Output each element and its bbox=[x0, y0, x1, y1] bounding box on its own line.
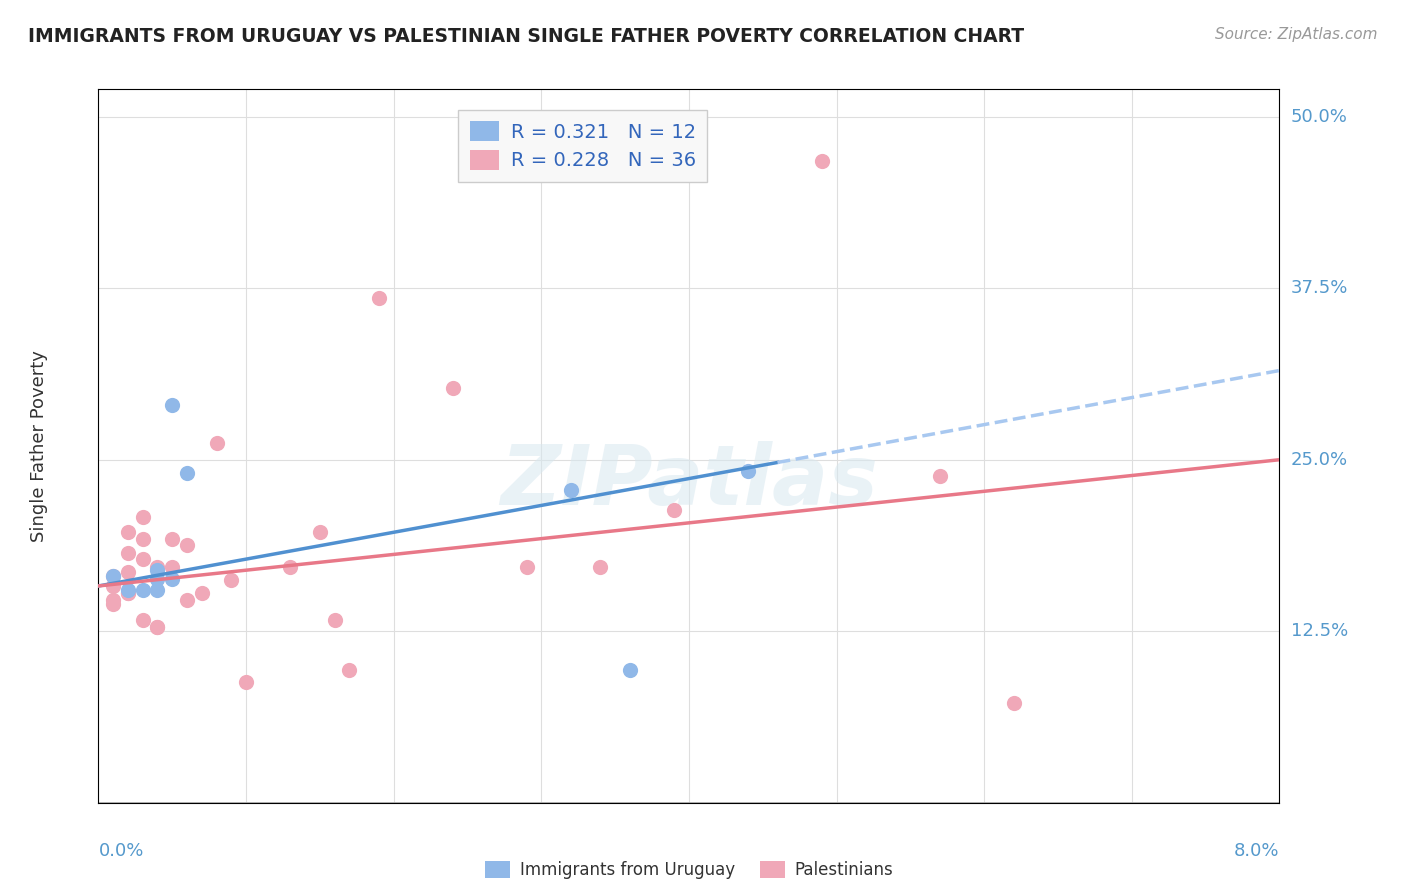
Point bbox=[132, 583, 155, 598]
Legend: Immigrants from Uruguay, Palestinians: Immigrants from Uruguay, Palestinians bbox=[478, 854, 900, 886]
Point bbox=[928, 469, 950, 483]
Point bbox=[619, 663, 641, 677]
Point bbox=[308, 525, 332, 540]
Point bbox=[235, 675, 257, 690]
Text: 50.0%: 50.0% bbox=[1291, 108, 1347, 126]
Point bbox=[1002, 696, 1025, 710]
Point bbox=[146, 562, 169, 576]
Point bbox=[323, 613, 346, 627]
Point bbox=[132, 551, 155, 566]
Point bbox=[441, 381, 464, 395]
Point bbox=[560, 483, 582, 497]
Point bbox=[132, 533, 155, 547]
Point bbox=[146, 620, 169, 634]
Point bbox=[117, 525, 139, 540]
Text: 25.0%: 25.0% bbox=[1291, 450, 1348, 468]
Point bbox=[162, 572, 183, 586]
Point bbox=[146, 583, 169, 598]
Point bbox=[191, 586, 214, 600]
Text: Single Father Poverty: Single Father Poverty bbox=[31, 350, 48, 542]
Point bbox=[103, 597, 124, 611]
Point bbox=[176, 538, 198, 552]
Point bbox=[103, 579, 124, 593]
Point bbox=[146, 559, 169, 574]
Point bbox=[117, 586, 139, 600]
Point bbox=[117, 583, 139, 598]
Point bbox=[367, 291, 389, 305]
Text: Source: ZipAtlas.com: Source: ZipAtlas.com bbox=[1215, 27, 1378, 42]
Text: 12.5%: 12.5% bbox=[1291, 623, 1348, 640]
Point bbox=[176, 592, 198, 607]
Point bbox=[205, 436, 228, 450]
Point bbox=[810, 153, 832, 168]
Point bbox=[176, 467, 198, 481]
Text: 8.0%: 8.0% bbox=[1234, 842, 1279, 860]
Text: 37.5%: 37.5% bbox=[1291, 279, 1348, 297]
Point bbox=[162, 559, 183, 574]
Point bbox=[337, 663, 360, 677]
Point bbox=[132, 510, 155, 524]
Point bbox=[515, 559, 537, 574]
Point bbox=[737, 464, 759, 478]
Point bbox=[146, 572, 169, 586]
Point bbox=[117, 586, 139, 600]
Point bbox=[162, 398, 183, 412]
Text: 0.0%: 0.0% bbox=[98, 842, 143, 860]
Point bbox=[103, 569, 124, 583]
Point bbox=[664, 503, 686, 517]
Point bbox=[117, 546, 139, 560]
Point bbox=[132, 613, 155, 627]
Point bbox=[278, 559, 301, 574]
Point bbox=[103, 569, 124, 583]
Point bbox=[589, 559, 612, 574]
Point bbox=[117, 566, 139, 580]
Point bbox=[146, 620, 169, 634]
Text: IMMIGRANTS FROM URUGUAY VS PALESTINIAN SINGLE FATHER POVERTY CORRELATION CHART: IMMIGRANTS FROM URUGUAY VS PALESTINIAN S… bbox=[28, 27, 1024, 45]
Point bbox=[162, 533, 183, 547]
Point bbox=[219, 574, 242, 588]
Point bbox=[103, 592, 124, 607]
Text: ZIPatlas: ZIPatlas bbox=[501, 442, 877, 522]
